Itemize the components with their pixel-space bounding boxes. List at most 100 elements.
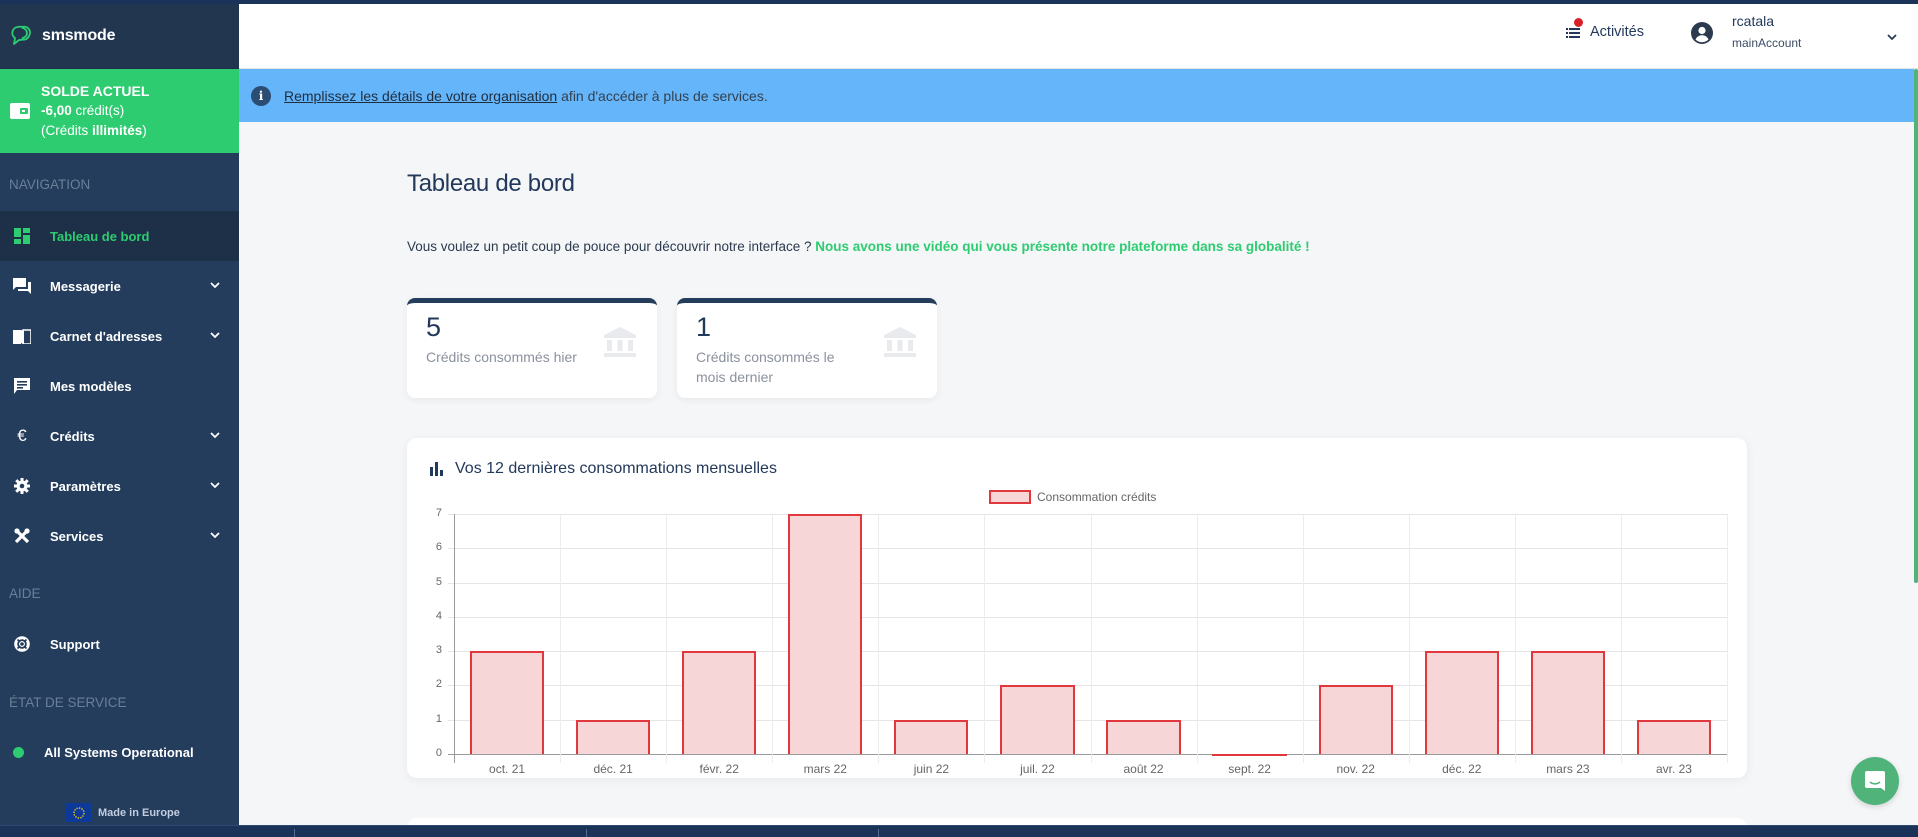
intro-text: Vous voulez un petit coup de pouce pour … xyxy=(407,239,1310,254)
x-tick-label: nov. 22 xyxy=(1336,762,1375,776)
stat-value: 5 xyxy=(426,312,442,342)
x-tick-label: mars 23 xyxy=(1546,762,1590,776)
y-tick-label: 6 xyxy=(435,541,442,554)
taskbar-divider xyxy=(586,829,587,837)
x-tick-label: août 22 xyxy=(1123,762,1164,776)
y-tick-label: 5 xyxy=(435,575,442,588)
balance-panel[interactable]: SOLDE ACTUEL -6,00 crédit(s) (Crédits il… xyxy=(0,69,239,153)
bar-mars-22[interactable] xyxy=(788,514,863,754)
x-tick-label: févr. 22 xyxy=(699,762,739,776)
video-link[interactable]: Nous avons une vidéo qui vous présente n… xyxy=(815,239,1310,254)
address-book-icon xyxy=(13,327,31,345)
bar-chart-icon xyxy=(430,462,443,476)
chevron-down-icon xyxy=(210,532,220,539)
dashboard-icon xyxy=(13,227,31,245)
y-tick-label: 2 xyxy=(435,678,442,691)
sidebar-item-label: Messagerie xyxy=(50,278,121,294)
x-tick-label: juil. 22 xyxy=(1020,762,1055,776)
sidebar-item-tableau-de-bord[interactable]: Tableau de bord xyxy=(0,211,239,261)
user-menu[interactable]: rcatala mainAccount xyxy=(1691,12,1801,52)
legend-swatch xyxy=(989,490,1031,504)
section-etat-de-service: ÉTAT DE SERVICE xyxy=(9,695,127,710)
unlimited-prefix: (Crédits xyxy=(41,123,93,138)
bar-juil-22[interactable] xyxy=(1000,685,1075,754)
sidebar-item-parametres[interactable]: Paramètres xyxy=(0,461,239,511)
taskbar-divider xyxy=(294,829,295,837)
made-in-europe-label: Made in Europe xyxy=(98,806,180,819)
bar-sept-22[interactable] xyxy=(1212,754,1287,756)
chevron-down-icon xyxy=(210,282,220,289)
sidebar-item-messagerie[interactable]: Messagerie xyxy=(0,261,239,311)
x-tick-label: déc. 22 xyxy=(1442,762,1482,776)
info-icon: i xyxy=(251,85,271,106)
x-tick-label: juin 22 xyxy=(913,762,950,776)
lifebuoy-icon xyxy=(13,635,31,653)
x-tick-label: sept. 22 xyxy=(1228,762,1271,776)
section-navigation: NAVIGATION xyxy=(9,177,91,192)
bank-icon xyxy=(884,327,916,357)
bar-ao-t-22[interactable] xyxy=(1106,719,1181,754)
bar-d-c-22[interactable] xyxy=(1424,651,1499,754)
gear-icon xyxy=(13,477,31,495)
y-tick-label: 3 xyxy=(435,644,442,657)
grid-line-vertical xyxy=(1727,514,1728,763)
bar-oct-21[interactable] xyxy=(469,651,545,754)
template-icon xyxy=(13,377,31,395)
chat-icon xyxy=(13,277,31,295)
grid-line-vertical xyxy=(772,514,774,763)
stat-label: Crédits consommés hier xyxy=(426,349,577,365)
bar-mars-23[interactable] xyxy=(1530,651,1605,754)
sidebar: smsmode SOLDE ACTUEL -6,00 crédit(s) (Cr… xyxy=(0,4,239,825)
grid-line-vertical xyxy=(666,514,668,763)
y-tick-label: 4 xyxy=(435,609,442,622)
chart-title: Vos 12 dernières consommations mensuelle… xyxy=(430,460,777,478)
stat-card-last-month: 1 Crédits consommés le mois dernier xyxy=(677,298,937,398)
y-tick-label: 1 xyxy=(435,712,442,725)
x-tick-label: mars 22 xyxy=(803,762,847,776)
sidebar-item-label: Tableau de bord xyxy=(50,228,150,244)
activity-list-icon xyxy=(1566,18,1583,39)
section-aide: AIDE xyxy=(9,586,41,601)
chevron-down-icon xyxy=(210,332,220,339)
sidebar-item-carnet-adresses[interactable]: Carnet d'adresses xyxy=(0,311,239,361)
sidebar-item-label: Paramètres xyxy=(50,478,121,494)
brand-logo[interactable]: smsmode xyxy=(0,4,239,69)
page-scrollbar[interactable] xyxy=(1914,69,1918,583)
sidebar-item-support[interactable]: Support xyxy=(0,619,239,669)
activities-label: Activités xyxy=(1590,24,1644,40)
chevron-down-icon[interactable] xyxy=(1886,31,1898,43)
grid-line-vertical xyxy=(1302,514,1304,763)
organisation-details-link[interactable]: Remplissez les détails de votre organisa… xyxy=(284,87,558,104)
bar-avr-23[interactable] xyxy=(1636,719,1712,754)
grid-line-vertical xyxy=(878,514,880,763)
top-header: Activités rcatala mainAccount xyxy=(239,4,1918,69)
grid-line-vertical xyxy=(1090,514,1092,763)
chart-legend[interactable]: Consommation crédits xyxy=(989,490,1156,504)
bar-f-vr-22[interactable] xyxy=(682,651,757,754)
service-status[interactable]: All Systems Operational xyxy=(0,727,239,777)
unlimited-value: illimités xyxy=(92,123,143,138)
chart-title-text: Vos 12 dernières consommations mensuelle… xyxy=(455,460,777,477)
grid-line-horizontal xyxy=(448,616,1727,618)
grid-line-horizontal xyxy=(448,514,1727,515)
sidebar-item-services[interactable]: Services xyxy=(0,511,239,561)
bar-d-c-21[interactable] xyxy=(575,719,651,754)
sidebar-item-label: Services xyxy=(50,528,104,544)
notification-badge xyxy=(1574,18,1583,27)
sidebar-item-label: Mes modèles xyxy=(50,378,132,394)
grid-line-horizontal xyxy=(448,651,1727,653)
grid-line-vertical xyxy=(1514,514,1516,763)
bar-juin-22[interactable] xyxy=(894,719,969,754)
balance-unlimited-line: (Crédits illimités) xyxy=(41,121,149,141)
sidebar-item-mes-modeles[interactable]: Mes modèles xyxy=(0,361,239,411)
grid-line-vertical xyxy=(984,514,986,763)
x-tick-label: avr. 23 xyxy=(1655,762,1692,776)
sidebar-item-credits[interactable]: € Crédits xyxy=(0,411,239,461)
chat-support-button[interactable] xyxy=(1851,757,1899,805)
bar-nov-22[interactable] xyxy=(1318,685,1393,754)
activities-button[interactable]: Activités xyxy=(1566,18,1644,40)
euro-icon: € xyxy=(17,426,27,445)
page-title: Tableau de bord xyxy=(407,170,575,197)
balance-amount: -6,00 xyxy=(41,103,72,118)
grid-line-vertical xyxy=(560,514,562,763)
